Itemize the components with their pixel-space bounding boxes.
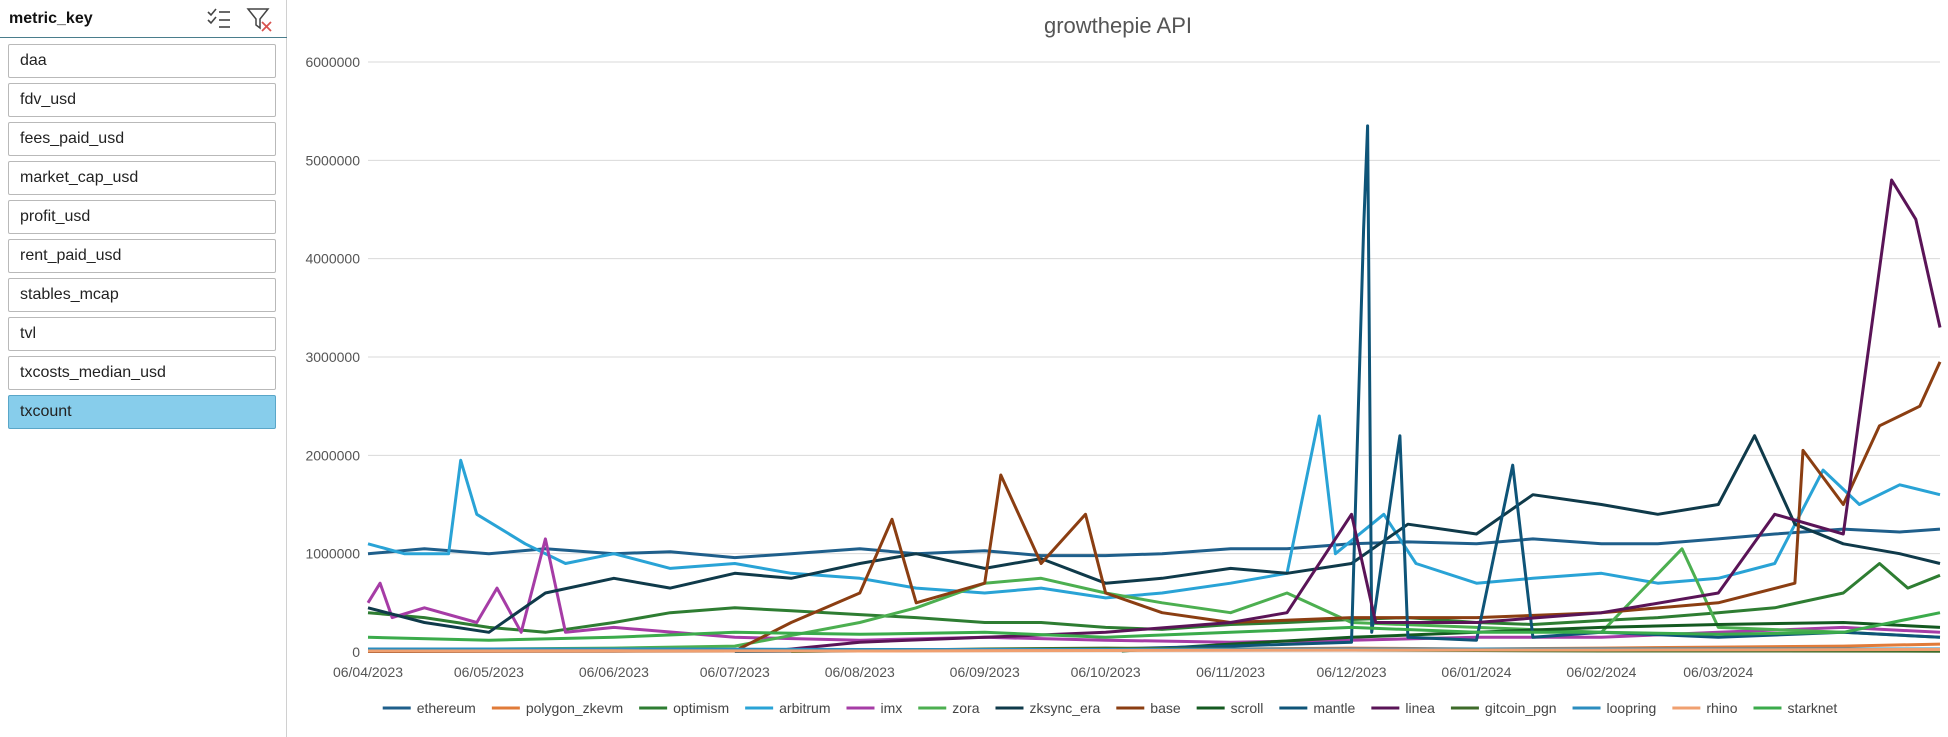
- slicer-item-market-cap-usd[interactable]: market_cap_usd: [8, 161, 276, 195]
- series-line-mantle[interactable]: [734, 124, 1941, 653]
- x-tick-label: 06/05/2023: [454, 664, 524, 680]
- y-tick-label: 2000000: [305, 447, 360, 463]
- series-line-starknet[interactable]: [367, 611, 1941, 642]
- slicer-item-stables-mcap[interactable]: stables_mcap: [8, 278, 276, 312]
- legend-item-base[interactable]: base: [1116, 700, 1181, 716]
- legend-item-rhino[interactable]: rhino: [1672, 700, 1738, 716]
- series-line-rhino[interactable]: [367, 648, 1941, 653]
- legend-label: base: [1150, 700, 1181, 716]
- slicer-item-profit-usd[interactable]: profit_usd: [8, 200, 276, 234]
- legend-item-starknet[interactable]: starknet: [1753, 700, 1837, 716]
- legend-label: starknet: [1787, 700, 1837, 716]
- x-tick-label: 06/06/2023: [579, 664, 649, 680]
- series-line-optimism[interactable]: [367, 562, 1941, 634]
- slicer-title: metric_key: [9, 10, 93, 27]
- x-tick-label: 06/08/2023: [825, 664, 895, 680]
- series-line-base[interactable]: [367, 361, 1942, 653]
- legend-item-polygon-zkevm[interactable]: polygon_zkevm: [491, 700, 623, 716]
- slicer-item-fees-paid-usd[interactable]: fees_paid_usd: [8, 122, 276, 156]
- x-tick-label: 06/04/2023: [333, 664, 403, 680]
- x-tick-label: 06/02/2024: [1566, 664, 1636, 680]
- slicer-item-txcosts-median-usd[interactable]: txcosts_median_usd: [8, 356, 276, 390]
- legend-label: gitcoin_pgn: [1485, 700, 1557, 716]
- legend-item-arbitrum[interactable]: arbitrum: [745, 700, 831, 716]
- legend-item-imx[interactable]: imx: [846, 700, 902, 716]
- legend-label: arbitrum: [779, 700, 830, 716]
- legend-item-mantle[interactable]: mantle: [1279, 700, 1356, 716]
- x-tick-label: 06/03/2024: [1683, 664, 1753, 680]
- y-tick-label: 4000000: [305, 251, 360, 267]
- legend-label: scroll: [1231, 700, 1264, 716]
- legend-item-loopring[interactable]: loopring: [1572, 700, 1657, 716]
- legend-label: mantle: [1313, 700, 1355, 716]
- slicer-item-daa[interactable]: daa: [8, 44, 276, 78]
- y-tick-label: 3000000: [305, 349, 360, 365]
- x-tick-label: 06/01/2024: [1441, 664, 1511, 680]
- legend-label: rhino: [1706, 700, 1737, 716]
- slicer-item-tvl[interactable]: tvl: [8, 317, 276, 351]
- legend: ethereum polygon_zkevm optimism arbitrum imx…: [382, 700, 1837, 716]
- legend-item-gitcoin-pgn[interactable]: gitcoin_pgn: [1450, 700, 1557, 716]
- y-axis: 0 1000000 2000000 3000000 4000000 5000000 6000…: [305, 54, 360, 660]
- x-tick-label: 06/09/2023: [950, 664, 1020, 680]
- series-line-linea[interactable]: [770, 178, 1942, 653]
- chart-title: growthepie API: [1044, 13, 1192, 38]
- slicer-header: metric_key: [0, 0, 287, 38]
- legend-item-linea[interactable]: linea: [1371, 700, 1435, 716]
- slicer-item-rent-paid-usd[interactable]: rent_paid_usd: [8, 239, 276, 273]
- x-tick-label: 06/10/2023: [1071, 664, 1141, 680]
- line-chart: 0 1000000 2000000 3000000 4000000 5000000 6000…: [305, 54, 1942, 716]
- legend-item-optimism[interactable]: optimism: [639, 700, 729, 716]
- x-axis: 06/04/2023 06/05/2023 06/06/2023 06/07/2023…: [333, 664, 1754, 680]
- legend-label: zora: [952, 700, 979, 716]
- legend-label: linea: [1405, 700, 1435, 716]
- legend-label: polygon_zkevm: [526, 700, 623, 716]
- legend-label: optimism: [673, 700, 729, 716]
- series-line-scroll[interactable]: [1121, 621, 1941, 653]
- legend-label: imx: [880, 700, 902, 716]
- series-line-zora[interactable]: [367, 547, 1941, 652]
- y-tick-label: 1000000: [305, 546, 360, 562]
- legend-item-ethereum[interactable]: ethereum: [382, 700, 476, 716]
- y-gridlines: [368, 61, 1940, 653]
- clear-filter-icon[interactable]: [246, 6, 274, 32]
- x-tick-label: 06/11/2023: [1196, 664, 1265, 680]
- y-tick-label: 0: [352, 644, 360, 660]
- series-line-ethereum[interactable]: [367, 527, 1941, 560]
- slicer-item-fdv-usd[interactable]: fdv_usd: [8, 83, 276, 117]
- legend-label: loopring: [1607, 700, 1657, 716]
- legend-item-zksync-era[interactable]: zksync_era: [995, 700, 1101, 716]
- chart-area: growthepie API 0 1000000 2000000 3000000 400…: [288, 0, 1948, 737]
- series-lines: [366, 124, 1942, 653]
- legend-item-scroll[interactable]: scroll: [1196, 700, 1264, 716]
- series-line-imx[interactable]: [366, 537, 1941, 644]
- legend-label: zksync_era: [1029, 700, 1100, 716]
- slicer-item-txcount[interactable]: txcount: [8, 395, 276, 429]
- series-line-zksync-era[interactable]: [367, 434, 1941, 634]
- multi-select-icon[interactable]: [206, 7, 232, 31]
- x-tick-label: 06/12/2023: [1316, 664, 1386, 680]
- y-tick-label: 5000000: [305, 152, 360, 168]
- legend-item-zora[interactable]: zora: [918, 700, 980, 716]
- series-line-arbitrum[interactable]: [367, 414, 1941, 600]
- x-tick-label: 06/07/2023: [700, 664, 770, 680]
- legend-label: ethereum: [417, 700, 476, 716]
- y-tick-label: 6000000: [305, 54, 360, 70]
